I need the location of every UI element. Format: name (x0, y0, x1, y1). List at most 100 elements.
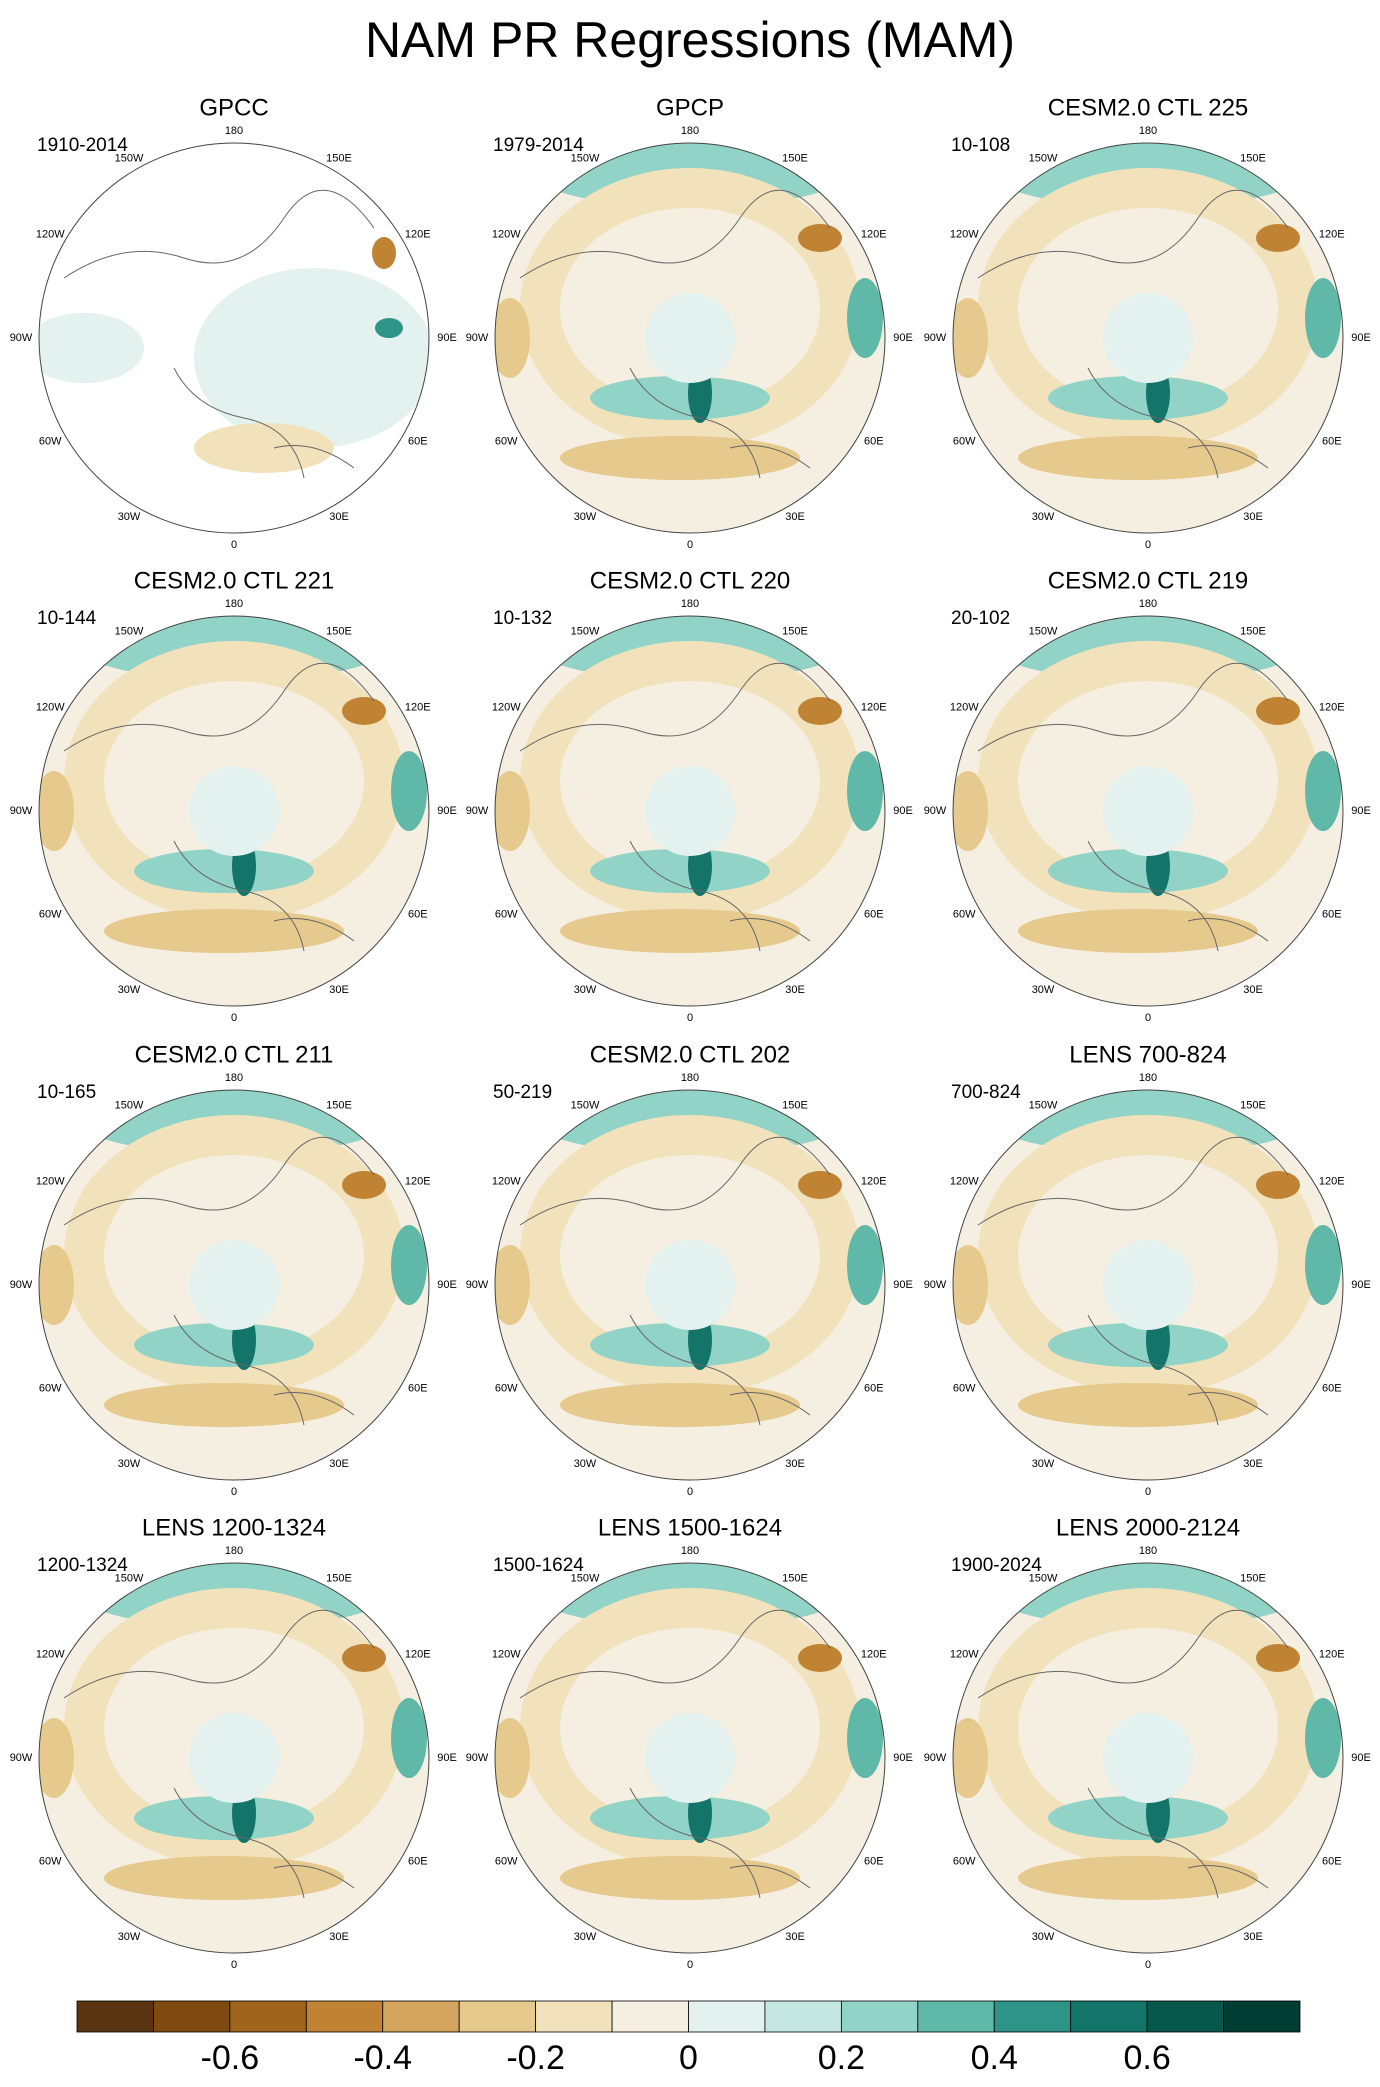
pole-region (1103, 1240, 1193, 1330)
map-panel: CESM2.0 CTL 220 10-132 0 30E 60E 90E 120E 150E 1… (466, 567, 913, 1024)
longitude-label: 30E (785, 1931, 805, 1943)
field-patch (560, 1383, 800, 1427)
field-patch (39, 1245, 74, 1325)
longitude-label: 90W (10, 1279, 33, 1291)
field-patch (953, 298, 988, 378)
field-patch (798, 1644, 842, 1672)
pole-region (189, 1713, 279, 1803)
field-patch (1018, 436, 1258, 480)
longitude-label: 150E (1240, 1573, 1266, 1585)
longitude-label: 90W (466, 332, 489, 344)
field-patch (1048, 849, 1228, 893)
map-border (494, 142, 886, 534)
field-patch (1256, 697, 1300, 725)
field-patch (64, 1563, 404, 1628)
colorbar-tick-label: 0.2 (818, 2039, 865, 2077)
longitude-label: 90E (1351, 1279, 1371, 1291)
field-patch (978, 143, 1318, 208)
field-patch (104, 1856, 344, 1900)
colorbar-tick-label: 0.4 (971, 2039, 1018, 2077)
field-patch (798, 697, 842, 725)
longitude-label: 60E (408, 1382, 428, 1394)
longitude-label: 60E (408, 1855, 428, 1867)
field-patch (64, 1588, 404, 1868)
longitude-label: 90E (1351, 1752, 1371, 1764)
panel-period: 1910-2014 (37, 135, 128, 156)
longitude-label: 150W (115, 626, 144, 638)
pole-region (645, 293, 735, 383)
longitude-label: 120E (1319, 228, 1345, 240)
pole-region (1103, 1713, 1193, 1803)
field-patch (520, 1563, 860, 1628)
longitude-label: 30W (574, 984, 597, 996)
field-patch (342, 697, 386, 725)
field-patch (134, 1323, 314, 1367)
map-border (494, 1562, 886, 1954)
map-border (952, 142, 1344, 534)
colorbar-box (840, 2000, 919, 2033)
longitude-label: 90W (10, 805, 33, 817)
map-border (38, 1089, 430, 1481)
longitude-label: 120W (36, 1175, 65, 1187)
longitude-label: 30E (329, 984, 349, 996)
panel-period: 1900-2024 (951, 1555, 1042, 1576)
map-field (953, 616, 1343, 1006)
map-panel: LENS 1200-1324 1200-1324 0 30E 60E 90E 120E 150… (10, 1514, 457, 1971)
field-patch (978, 616, 1318, 681)
longitude-label: 30W (574, 511, 597, 523)
coastline (977, 190, 1289, 479)
panel-period: 1200-1324 (37, 1555, 128, 1576)
map-border (952, 1089, 1344, 1481)
field-patch (590, 1796, 770, 1840)
longitude-label: 30E (329, 511, 349, 523)
panel-title: CESM2.0 CTL 225 (1048, 94, 1249, 121)
longitude-label: 150E (1240, 153, 1266, 165)
map-field (953, 143, 1343, 533)
longitude-label: 180 (225, 598, 243, 610)
panel-title: LENS 700-824 (1069, 1041, 1226, 1068)
field-patch (847, 1698, 883, 1778)
longitude-label: 120W (492, 701, 521, 713)
field-patch (1256, 1644, 1300, 1672)
longitude-label: 90W (466, 805, 489, 817)
panel-title: CESM2.0 CTL 219 (1048, 567, 1249, 594)
longitude-label: 30W (1032, 1931, 1055, 1943)
field-patch (953, 1718, 988, 1798)
coastline (63, 1137, 375, 1426)
longitude-label: 30E (329, 1931, 349, 1943)
field-patch (590, 1323, 770, 1367)
pole-region (189, 766, 279, 856)
longitude-label: 150E (326, 1573, 352, 1585)
colorbar-tick-label: 0.6 (1123, 2039, 1170, 2077)
colorbar-box (764, 2000, 842, 2033)
longitude-label: 90E (1351, 805, 1371, 817)
map-border (38, 142, 430, 534)
map-field (39, 616, 429, 1006)
panel-title: LENS 1500-1624 (598, 1514, 782, 1541)
longitude-label: 60E (1322, 1855, 1342, 1867)
field-patch (1018, 1856, 1258, 1900)
field-patch (520, 1090, 860, 1155)
longitude-label: 0 (231, 1486, 237, 1498)
field-patch (1048, 1323, 1228, 1367)
field-patch (375, 318, 403, 338)
field-patch (847, 1225, 883, 1305)
longitude-label: 180 (1139, 598, 1157, 610)
map-border (38, 1562, 430, 1954)
longitude-label: 30E (785, 984, 805, 996)
longitude-label: 90E (893, 1279, 913, 1291)
field-patch (520, 641, 860, 921)
panel-period: 10-108 (951, 135, 1010, 156)
field-patch (391, 1225, 427, 1305)
map-field (953, 1090, 1343, 1480)
longitude-label: 60E (864, 1382, 884, 1394)
colorbar-box (153, 2000, 231, 2033)
map-panel: LENS 2000-2124 1900-2024 0 30E 60E 90E 120E 150… (924, 1514, 1371, 1971)
longitude-label: 60W (39, 1382, 62, 1394)
panel-period: 1500-1624 (493, 1555, 584, 1576)
longitude-label: 60W (953, 1382, 976, 1394)
longitude-label: 0 (231, 1959, 237, 1971)
pole-region (645, 766, 735, 856)
field-patch (798, 1171, 842, 1199)
longitude-label: 120E (1319, 1175, 1345, 1187)
